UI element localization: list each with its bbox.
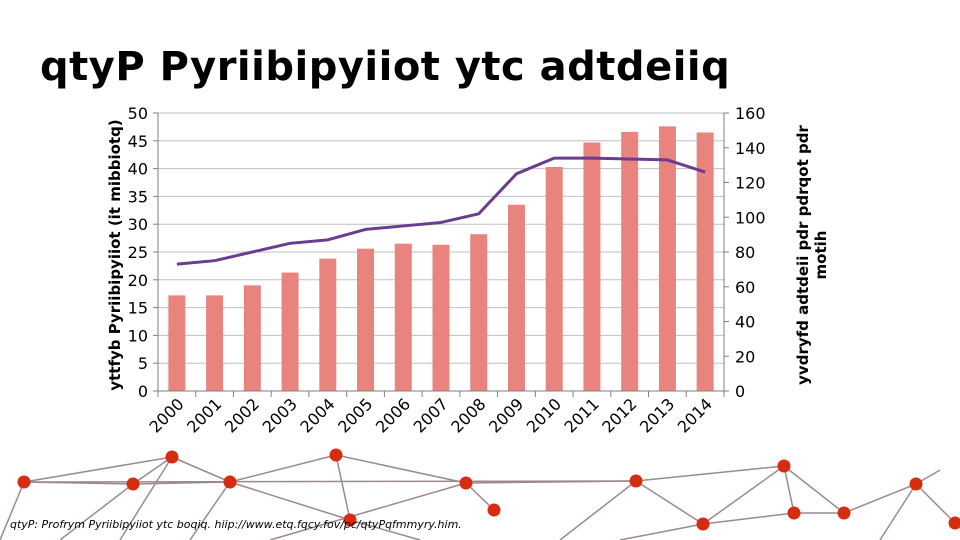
bar [470,234,488,391]
x-tick-label: 2014 [674,394,716,436]
y-right-tick-label: 160 [735,104,766,123]
network-node [696,517,710,531]
line-series [176,156,706,266]
y-tick-label: 15 [128,299,148,318]
line-path [176,156,706,266]
y-right-title-line: motih [812,231,830,280]
network-node [837,506,851,520]
x-tick-label: 2005 [334,394,376,436]
y-tick-label: 0 [138,382,148,401]
y-tick-label: 40 [128,160,148,179]
right-tick-labels: 0 20 40 60 80 100 120 140 160 [735,104,766,401]
x-tick-label: 2007 [410,394,452,436]
bar [507,204,525,391]
bar [319,258,337,391]
network-node [487,503,501,517]
page-title: qtyP Pyriibipyiiot ytc adtdeiiq [40,44,731,90]
x-tick-label: 2008 [447,394,489,436]
network-node [787,506,801,520]
y-right-tick-label: 140 [735,139,766,158]
y-axis-title: yttfyb Pyriibipyiiot (it mibbiotq) [106,119,124,390]
x-tick-label: 2012 [598,394,640,436]
x-tick-labels: 2000200120022003200420052006200720082009… [145,394,715,436]
x-tick-label: 2003 [259,394,301,436]
network-node [459,476,473,490]
x-tick-label: 2010 [523,394,565,436]
y-right-tick-label: 20 [735,347,755,366]
y-right-tick-label: 0 [735,382,745,401]
y-right-tick-label: 60 [735,278,755,297]
x-tick-label: 2006 [372,394,414,436]
y-tick-label: 30 [128,215,148,234]
network-node [948,516,960,530]
bar [432,244,450,391]
y-right-tick-label: 80 [735,243,755,262]
axes [153,112,729,397]
y-right-tick-label: 120 [735,174,766,193]
y-tick-label: 45 [128,132,148,151]
left-tick-labels: 0 5 10 15 20 25 30 35 40 45 50 [128,104,148,401]
x-tick-label: 2000 [145,394,187,436]
y-right-tick-label: 40 [735,313,755,332]
network-node [343,513,357,527]
bar [206,295,224,391]
x-tick-label: 2002 [221,394,263,436]
x-tick-label: 2001 [183,394,225,436]
network-node [17,475,31,489]
x-tick-label: 2011 [561,394,603,436]
y-tick-label: 20 [128,271,148,290]
bar [545,166,563,391]
bar [281,272,299,391]
network-node [165,450,179,464]
bar [357,248,375,391]
x-tick-label: 2013 [636,394,678,436]
network-node [329,448,343,462]
source-note: qtyP: Profrym Pyriibipyiiot ytc boqiq. h… [10,518,462,531]
y-tick-label: 10 [128,326,148,345]
bar [696,132,714,391]
bar-series [168,126,714,392]
y-right-title-line: yvdryfd adtdeii pdr pdrqot pdr [794,125,812,385]
bar [621,131,639,392]
bar [394,243,412,391]
bar [168,295,186,391]
y-tick-label: 35 [128,187,148,206]
network-node [223,475,237,489]
bar [583,142,601,391]
x-tick-label: 2004 [296,394,338,436]
bar [658,126,676,392]
network-node [777,459,791,473]
bar [243,285,261,391]
y-tick-label: 25 [128,243,148,262]
network-node [629,474,643,488]
y-tick-label: 50 [128,104,148,123]
network-node [126,477,140,491]
y-tick-label: 5 [138,354,148,373]
y-axis-right-title: yvdryfd adtdeii pdr pdrqot pdrmotih [794,125,830,385]
y-right-tick-label: 100 [735,208,766,227]
x-tick-label: 2009 [485,394,527,436]
network-node [909,477,923,491]
